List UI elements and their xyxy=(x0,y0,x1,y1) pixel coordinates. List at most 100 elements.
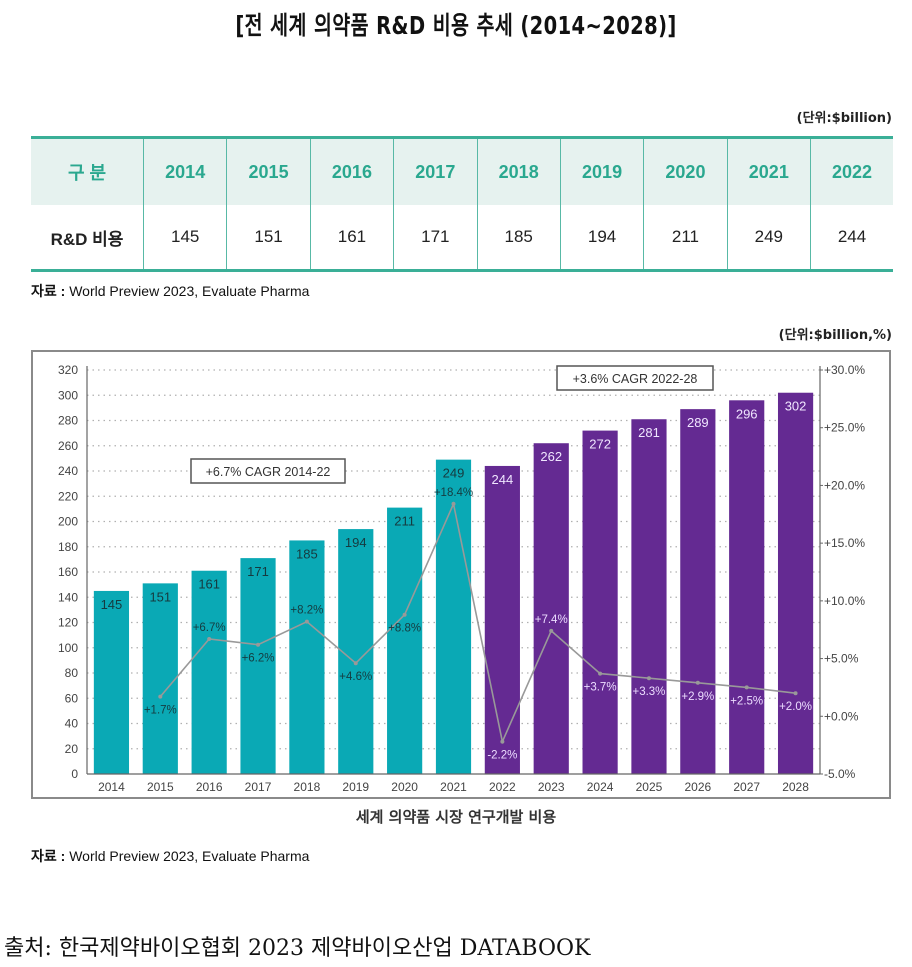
y-tick-label: 260 xyxy=(58,439,78,453)
y-tick-label: 140 xyxy=(58,590,78,604)
x-tick-label: 2025 xyxy=(636,780,663,794)
x-tick-label: 2014 xyxy=(98,780,125,794)
table-cell: 244 xyxy=(810,205,893,271)
y-tick-label: 100 xyxy=(58,641,78,655)
actual-bar xyxy=(93,590,130,774)
forecast-bar xyxy=(631,419,667,774)
table-cell: 194 xyxy=(559,205,644,271)
growth-rate-point xyxy=(793,691,798,696)
growth-rate-point xyxy=(402,612,407,617)
forecast-bar xyxy=(484,465,520,774)
actual-bar xyxy=(142,583,178,774)
x-tick-label: 2019 xyxy=(342,780,369,794)
table-header-year: 2018 xyxy=(476,137,561,205)
y2-tick-label: +0.0% xyxy=(824,709,859,723)
chart-unit-label: (단위:$billion,%) xyxy=(778,328,892,343)
source-text: World Preview 2023, Evaluate Pharma xyxy=(69,283,310,299)
y-tick-label: 60 xyxy=(65,691,79,705)
growth-rate-label: +8.2% xyxy=(290,605,323,617)
bar-value-label: 211 xyxy=(394,514,415,529)
table-row: R&D 비용 145 151 161 171 185 194 211 249 2… xyxy=(31,205,893,271)
growth-rate-label: +4.6% xyxy=(339,671,372,683)
actual-bar xyxy=(387,507,423,774)
table-header-year: 2021 xyxy=(726,137,811,205)
x-tick-label: 2023 xyxy=(538,780,565,794)
y2-tick-label: +10.0% xyxy=(824,594,865,608)
cagr-annotation-text: +3.6% CAGR 2022-28 xyxy=(573,372,698,386)
page-footer-citation: 출처: 한국제약바이오협회 2023 제약바이오산업 DATABOOK xyxy=(4,936,591,961)
table-header-year: 2014 xyxy=(142,137,227,205)
y2-tick-label: +30.0% xyxy=(824,363,865,377)
x-tick-label: 2021 xyxy=(440,780,467,794)
growth-rate-point xyxy=(500,739,505,744)
growth-rate-point xyxy=(304,619,309,624)
chart-caption: 세계 의약품 시장 연구개발 비용 xyxy=(355,808,557,826)
source-text: World Preview 2023, Evaluate Pharma xyxy=(69,848,310,864)
table-header-year: 2022 xyxy=(810,137,893,205)
growth-rate-point xyxy=(256,642,261,647)
actual-bar xyxy=(240,558,276,774)
cagr-annotation-text: +6.7% CAGR 2014-22 xyxy=(206,465,331,479)
table-header-year: 2015 xyxy=(226,137,311,205)
actual-bar xyxy=(435,459,472,774)
x-tick-label: 2024 xyxy=(587,780,614,794)
growth-rate-label: +8.8% xyxy=(388,623,421,635)
growth-rate-line xyxy=(159,501,796,745)
growth-rate-label: +3.7% xyxy=(584,682,617,694)
table-header-year: 2019 xyxy=(559,137,644,205)
forecast-bar xyxy=(533,443,569,774)
table-header-row: 구 분 2014 2015 2016 2017 2018 2019 2020 2… xyxy=(31,137,893,205)
growth-rate-point xyxy=(598,671,603,676)
growth-rate-point xyxy=(646,676,651,681)
bar-value-label: 281 xyxy=(638,425,660,440)
x-tick-label: 2016 xyxy=(196,780,223,794)
bar-value-label: 244 xyxy=(492,472,514,487)
growth-rate-point xyxy=(549,628,554,633)
chart-source: 자료 : World Preview 2023, Evaluate Pharma xyxy=(31,846,309,866)
table-cell: 249 xyxy=(726,205,811,271)
table-header-year: 2020 xyxy=(643,137,728,205)
cagr-annotation-box xyxy=(556,365,714,391)
table-cell: 171 xyxy=(393,205,477,271)
forecast-bar xyxy=(680,409,716,774)
table-cell: 145 xyxy=(142,205,227,271)
bar-value-label: 289 xyxy=(687,415,709,430)
y2-tick-label: -5.0% xyxy=(824,767,856,781)
x-tick-label: 2022 xyxy=(489,780,516,794)
growth-rate-point xyxy=(353,661,358,666)
table-cell: 161 xyxy=(309,205,394,271)
y-tick-label: 280 xyxy=(58,414,78,428)
y-tick-label: 120 xyxy=(58,616,78,630)
y-tick-label: 80 xyxy=(65,666,79,680)
y-tick-label: 160 xyxy=(58,565,78,579)
growth-rate-label: +2.9% xyxy=(681,691,714,703)
y-tick-label: 0 xyxy=(71,767,78,781)
bar-value-label: 145 xyxy=(101,597,123,612)
table-header-year: 2016 xyxy=(309,137,394,205)
x-tick-label: 2020 xyxy=(391,780,418,794)
y2-tick-label: +25.0% xyxy=(824,421,865,435)
y-tick-label: 40 xyxy=(65,717,79,731)
bar-value-label: 272 xyxy=(589,437,611,452)
table-row-label: R&D 비용 xyxy=(31,205,144,271)
y-tick-label: 300 xyxy=(58,388,78,402)
x-tick-label: 2015 xyxy=(147,780,174,794)
growth-rate-point xyxy=(207,636,212,641)
forecast-bar xyxy=(729,400,765,774)
table-header-year: 2017 xyxy=(393,137,477,205)
cagr-annotation-box xyxy=(190,458,346,484)
actual-bar xyxy=(191,570,227,774)
x-tick-label: 2026 xyxy=(684,780,711,794)
growth-rate-label: +6.7% xyxy=(193,622,226,634)
table-cell: 151 xyxy=(226,205,311,271)
y2-tick-label: +5.0% xyxy=(824,652,859,666)
table-cell: 211 xyxy=(643,205,728,271)
growth-rate-point xyxy=(695,680,700,685)
y-tick-label: 180 xyxy=(58,540,78,554)
growth-rate-label: +2.0% xyxy=(779,701,812,713)
growth-rate-point xyxy=(158,694,163,699)
forecast-bar xyxy=(777,392,814,774)
y-tick-label: 20 xyxy=(65,742,79,756)
growth-rate-label: +3.3% xyxy=(632,686,665,698)
page-title: [전 세계 의약품 R&D 비용 추세 (2014~2028)] xyxy=(235,11,677,40)
